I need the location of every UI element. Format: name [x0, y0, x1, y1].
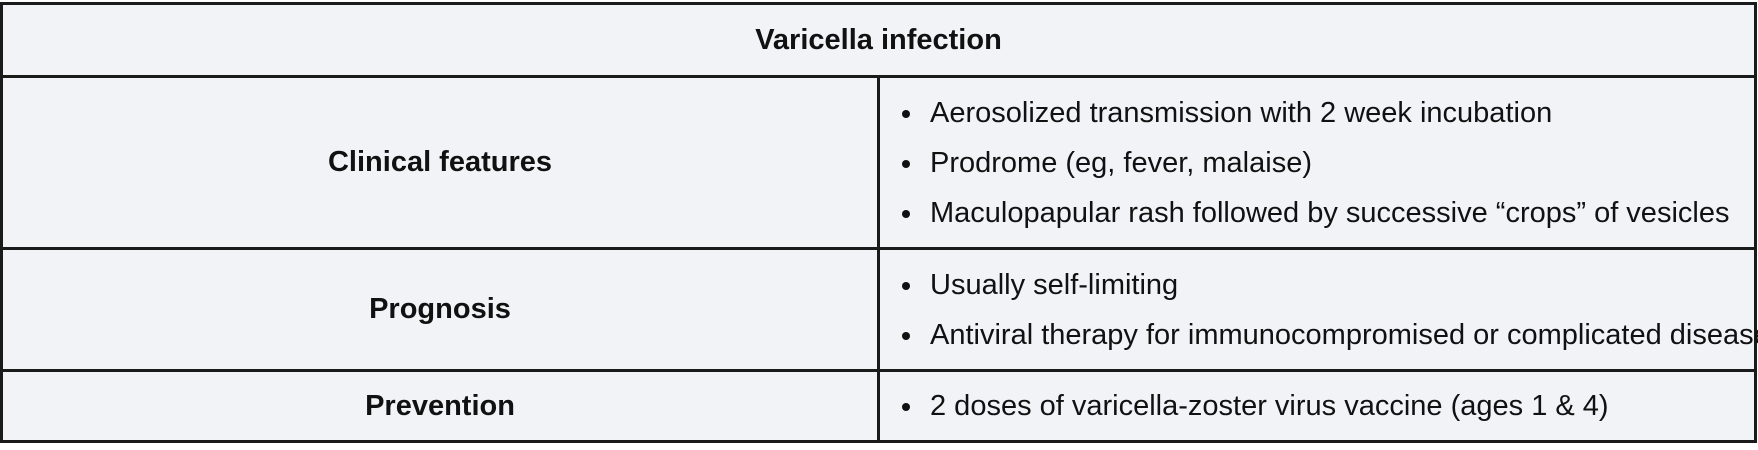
- list-item: Maculopapular rash followed by successiv…: [880, 188, 1750, 238]
- list-item: Usually self-limiting: [880, 260, 1750, 310]
- row-label-prevention: Prevention: [0, 369, 880, 443]
- bullet-list: 2 doses of varicella-zoster virus vaccin…: [880, 381, 1750, 431]
- list-item: 2 doses of varicella-zoster virus vaccin…: [880, 381, 1750, 431]
- table-row-prognosis: Prognosis Usually self-limiting Antivira…: [0, 247, 1758, 372]
- list-item: Aerosolized transmission with 2 week inc…: [880, 88, 1750, 138]
- row-content-clinical-features: Aerosolized transmission with 2 week inc…: [877, 75, 1757, 250]
- bullet-list: Aerosolized transmission with 2 week inc…: [880, 88, 1750, 238]
- table-header-row: Varicella infection: [0, 2, 1757, 78]
- table-title: Varicella infection: [0, 2, 1757, 78]
- row-content-prognosis: Usually self-limiting Antiviral therapy …: [877, 247, 1758, 372]
- row-label-clinical-features: Clinical features: [0, 75, 880, 250]
- list-item: Antiviral therapy for immunocompromised …: [880, 310, 1758, 360]
- row-label-prognosis: Prognosis: [0, 247, 880, 372]
- list-item: Prodrome (eg, fever, malaise): [880, 138, 1750, 188]
- table-row-clinical-features: Clinical features Aerosolized transmissi…: [0, 75, 1757, 250]
- row-content-prevention: 2 doses of varicella-zoster virus vaccin…: [877, 369, 1757, 443]
- bullet-list: Usually self-limiting Antiviral therapy …: [880, 260, 1758, 360]
- table-row-prevention: Prevention 2 doses of varicella-zoster v…: [0, 369, 1757, 443]
